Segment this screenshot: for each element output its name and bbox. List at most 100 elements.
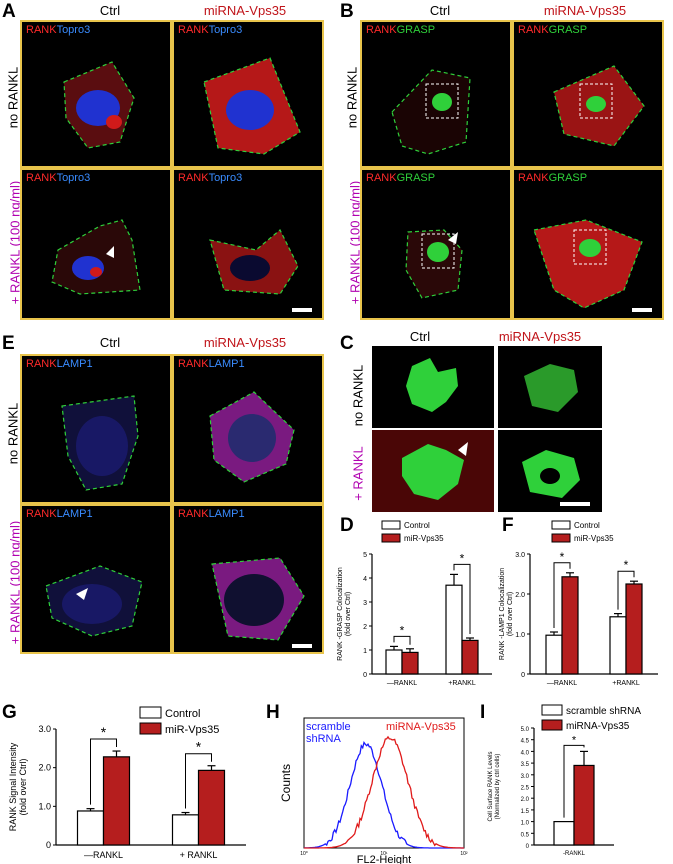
y-tick-label: 0 — [363, 672, 367, 679]
chart-g: 0 1.0 2.0 3.0 RANK Signal Intensity (fold ove… — [2, 702, 246, 860]
significance-star: * — [101, 724, 107, 740]
y-tick-label: 3 — [363, 600, 367, 607]
y-tick-label: 2.0 — [38, 763, 51, 773]
row-label-no-rankl-e: no RANKL — [5, 402, 21, 465]
y-tick-label: 0 — [521, 672, 525, 679]
legend-swatch — [541, 719, 563, 731]
x-category-label: —RANKL — [547, 680, 577, 687]
label-topro3: Topro3 — [56, 24, 91, 36]
legend-swatch — [381, 520, 401, 530]
series-label-scramble: shRNA — [306, 733, 342, 745]
y-axis-label: (fold over Ctrl) — [507, 592, 514, 636]
micrograph-b-ctrl-rankl: RANKGRASP — [360, 168, 512, 320]
y-tick-label: 4.0 — [521, 750, 530, 756]
y-axis-label: (Normalized by ctrl cells) — [495, 754, 501, 820]
legend-swatch — [551, 533, 571, 543]
bar-mir-vps35-0 — [561, 576, 579, 675]
legend-swatch — [139, 722, 162, 735]
panel-letter: G — [2, 702, 17, 723]
micrograph-e-ctrl-norankl: RANKLAMP1 — [20, 354, 172, 504]
panel-letter-a: A — [2, 1, 16, 22]
legend-swatch — [551, 520, 571, 530]
micrograph-c-mirna-norankl — [498, 346, 602, 428]
bar-mir-vps35-0 — [102, 756, 131, 846]
y-tick-label: 2.0 — [515, 592, 525, 599]
y-tick-label: 1.5 — [521, 809, 530, 815]
row-label-no-rankl-b: no RANKL — [344, 66, 360, 129]
y-tick-label: 1.0 — [521, 821, 530, 827]
y-tick-label: 4 — [363, 576, 367, 583]
y-axis-label: RANK -LAMP1 Colocalization — [499, 568, 506, 660]
y-tick-label: 0 — [526, 844, 530, 850]
y-tick-label: 1.0 — [515, 632, 525, 639]
significance-bracket — [563, 744, 585, 818]
bar-mir-vps35-1 — [197, 769, 226, 846]
row-label-rankl-c: + RANKL — [350, 446, 366, 501]
y-tick-label: 4.5 — [521, 739, 530, 745]
micrograph-b-mirna-norankl: RANKGRASP — [512, 20, 664, 168]
bar-scramble-shrna-0 — [553, 820, 575, 846]
bar-mir-vps35-0 — [401, 651, 419, 675]
col-title-mirna-c: miRNA-Vps35 — [498, 329, 582, 344]
y-axis-label: RANK -GRASP Colocalization — [337, 567, 344, 661]
micrograph-b-mirna-rankl: RANKGRASP — [512, 168, 664, 320]
x-axis-label: FL2-Height — [357, 854, 411, 864]
bar-control-0 — [76, 810, 105, 846]
bar-control-0 — [385, 649, 403, 675]
significance-bracket — [453, 563, 471, 634]
scale-bar-e — [292, 644, 312, 648]
panel-letter-c: C — [340, 333, 354, 354]
y-tick-label: 3.0 — [38, 724, 51, 734]
col-title-ctrl-c: Ctrl — [409, 329, 431, 344]
chart-f: 0 1.0 2.0 3.0 RANK -LAMP1 Colocalization (fol… — [499, 520, 658, 687]
significance-bracket — [185, 753, 212, 809]
col-title-mirna-b: miRNA-Vps35 — [543, 3, 627, 18]
significance-bracket — [553, 562, 571, 628]
y-axis-label: (fold over Ctrl) — [345, 592, 352, 636]
series-line-scramble-shrna — [304, 740, 464, 849]
micrograph-e-mirna-rankl: RANKLAMP1 — [172, 504, 324, 654]
bar-mirna-vps35-0 — [573, 764, 595, 846]
panel-letter-f: F — [502, 515, 514, 536]
micrograph-e-ctrl-rankl: RANKLAMP1 — [20, 504, 172, 654]
panel-letter-d: D — [340, 515, 354, 536]
micrograph-c-ctrl-rankl — [372, 430, 494, 512]
y-tick-label: 2.0 — [521, 797, 530, 803]
y-tick-label: 3.0 — [515, 552, 525, 559]
series-label-scramble: scramble — [306, 721, 351, 733]
bar-mir-vps35-1 — [625, 583, 643, 675]
x-category-label: —RANKL — [387, 680, 417, 687]
significance-star: * — [560, 550, 565, 564]
y-axis-label: Cell Surface RANK Levels — [488, 751, 494, 821]
y-tick-label: 1 — [363, 648, 367, 655]
significance-star: * — [196, 739, 202, 755]
micrograph-a-ctrl-norankl: RANKTopro3 — [20, 20, 172, 168]
legend-label: scramble shRNA — [566, 706, 641, 717]
micrograph-e-mirna-norankl: RANKLAMP1 — [172, 354, 324, 504]
x-category-label: + RANKL — [180, 850, 218, 860]
panel-letter-e: E — [2, 333, 15, 354]
col-title-ctrl-a: Ctrl — [99, 3, 121, 18]
legend-swatch — [381, 533, 401, 543]
row-label-no-rankl-c: no RANKL — [350, 364, 366, 427]
significance-star: * — [624, 558, 629, 572]
series-line-mirna-vps35 — [304, 735, 464, 849]
legend-label: Control — [574, 521, 600, 530]
y-tick-label: 3.5 — [521, 762, 530, 768]
x-category-label: +RANKL — [612, 680, 640, 687]
y-tick-label: 0.5 — [521, 832, 530, 838]
scale-bar-c — [560, 502, 590, 506]
plot-frame — [303, 717, 465, 849]
legend-label: miR-Vps35 — [404, 534, 444, 543]
legend-label: Control — [165, 708, 200, 720]
micrograph-b-ctrl-norankl: RANKGRASP — [360, 20, 512, 168]
micrograph-a-mirna-norankl: RANKTopro3 — [172, 20, 324, 168]
scale-bar-a — [292, 308, 312, 312]
y-axis-label: Counts — [279, 764, 293, 802]
col-title-mirna-a: miRNA-Vps35 — [203, 3, 287, 18]
panel-letter: H — [266, 702, 280, 723]
bar-control-1 — [445, 584, 463, 675]
bar-mir-vps35-1 — [461, 639, 479, 675]
y-axis-label: (fold over Ctrl) — [18, 758, 28, 815]
x-category-label: -RANKL — [563, 851, 586, 857]
